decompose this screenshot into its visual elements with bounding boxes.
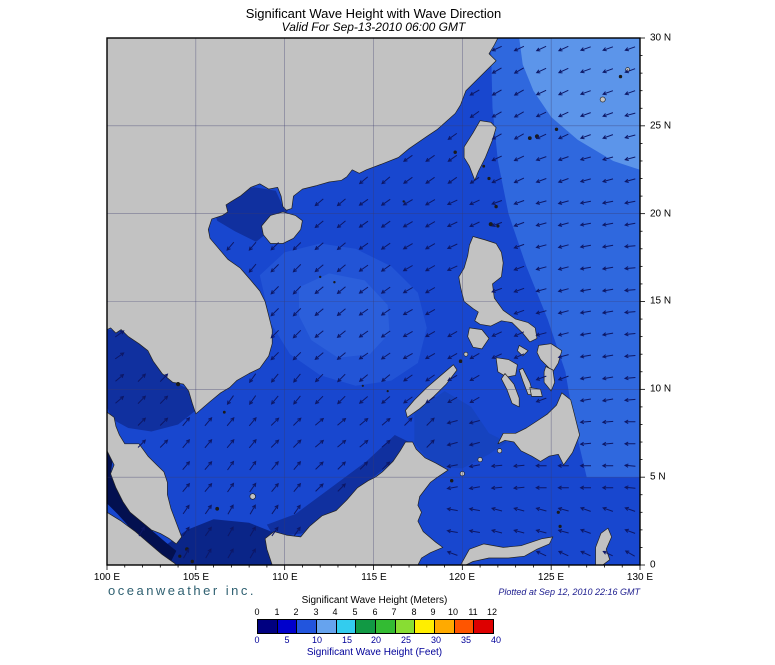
lon-label: 110 E (272, 572, 298, 583)
page-title: Significant Wave Height with Wave Direct… (245, 6, 502, 21)
lat-label: 0 (650, 559, 656, 571)
legend-feet-tick: 15 (341, 635, 353, 645)
legend-meters-tick: 0 (254, 607, 260, 617)
legend-feet-tick: 10 (311, 635, 323, 645)
legend-meters-tick: 1 (274, 607, 280, 617)
legend-feet-tick: 40 (490, 635, 502, 645)
lat-label: 25 N (650, 120, 672, 132)
legend-meters-tick: 10 (447, 607, 459, 617)
oceanweather-logo: oceanweather inc. (108, 583, 257, 598)
lon-label: 105 E (182, 572, 210, 583)
legend-feet-tick: 5 (284, 635, 290, 645)
lon-label: 100 E (93, 572, 121, 583)
lat-label: 15 N (650, 295, 672, 307)
lon-label: 120 E (448, 572, 476, 583)
legend-meters-tick: 5 (352, 607, 358, 617)
valid-time-subtitle: Valid For Sep-13-2010 06:00 GMT (281, 20, 466, 34)
lat-label: 20 N (650, 208, 672, 220)
legend-feet-tick: 20 (370, 635, 382, 645)
lon-label: 130 E (626, 572, 654, 583)
legend-meters-tick: 9 (430, 607, 436, 617)
legend-meters-tick: 7 (391, 607, 397, 617)
legend-meters-tick: 11 (468, 607, 478, 617)
legend-meters-tick: 8 (411, 607, 417, 617)
lat-label: 5 N (650, 471, 666, 483)
wave-height-map (106, 37, 645, 570)
legend-meters-tick: 2 (293, 607, 299, 617)
legend-feet-tick: 30 (430, 635, 442, 645)
lon-label: 115 E (361, 572, 387, 583)
lat-label: 10 N (650, 383, 672, 395)
legend-meters-tick: 4 (332, 607, 338, 617)
legend-colorbar (257, 619, 494, 634)
legend-feet-tick: 0 (254, 635, 260, 645)
legend-feet-tick: 25 (400, 635, 412, 645)
legend-meters-title: Significant Wave Height (Meters) (301, 595, 448, 606)
legend-meters-tick: 12 (486, 607, 498, 617)
legend-feet-title: Significant Wave Height (Feet) (306, 647, 443, 658)
legend-feet-tick: 35 (460, 635, 472, 645)
legend-meters-tick: 3 (313, 607, 319, 617)
legend-meters-tick: 6 (372, 607, 378, 617)
lat-label: 30 N (650, 32, 672, 44)
lon-label: 125 E (537, 572, 565, 583)
plotted-timestamp: Plotted at Sep 12, 2010 22:16 GMT (498, 587, 640, 597)
